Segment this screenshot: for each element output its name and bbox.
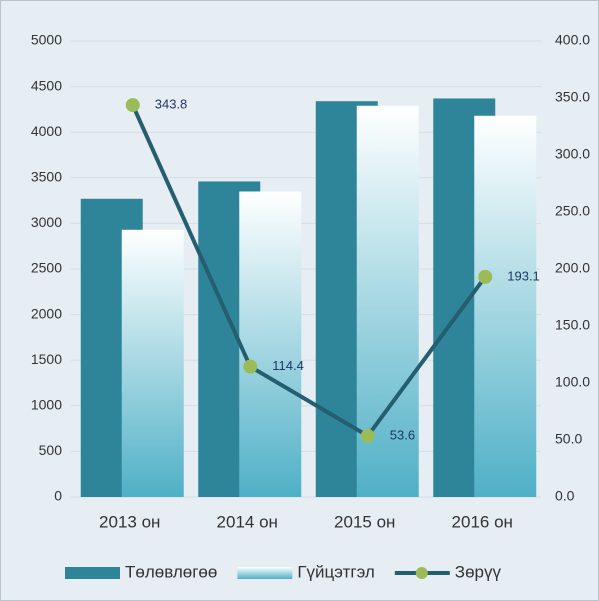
y-tick-label: 2000	[31, 305, 62, 321]
x-tick-label: 2014 он	[217, 512, 278, 531]
y-tick-label: 3500	[31, 169, 62, 185]
bar	[474, 115, 537, 497]
y2-tick-label: 100.0	[555, 374, 590, 390]
data-label: 53.6	[390, 427, 415, 442]
y-tick-label: 3000	[31, 214, 62, 230]
bar	[239, 191, 302, 498]
y2-tick-label: 200.0	[555, 260, 590, 276]
y-tick-label: 4500	[31, 77, 62, 93]
marker	[478, 269, 493, 284]
marker	[125, 98, 140, 113]
x-tick-label: 2015 он	[334, 512, 395, 531]
bar	[121, 229, 184, 497]
y2-tick-label: 300.0	[555, 146, 590, 162]
line	[130, 104, 487, 438]
x-tick-label: 2016 он	[452, 512, 513, 531]
data-label: 343.8	[155, 97, 188, 112]
marker	[360, 428, 375, 443]
y2-tick-label: 0.0	[555, 488, 575, 504]
legend-marker	[415, 567, 428, 579]
legend-swatch	[65, 567, 120, 579]
y-tick-label: 500	[39, 442, 63, 458]
data-label: 193.1	[507, 268, 540, 283]
y-tick-label: 5000	[31, 32, 62, 48]
y2-tick-label: 250.0	[555, 203, 590, 219]
marker	[243, 359, 258, 374]
legend-label: Зөрүү	[455, 562, 502, 581]
y-tick-label: 0	[54, 488, 62, 504]
y2-tick-label: 150.0	[555, 317, 590, 333]
legend-label: Төлөвлөгөө	[125, 562, 217, 581]
x-tick-label: 2013 он	[99, 512, 160, 531]
legend-swatch	[237, 567, 293, 579]
y-tick-label: 1500	[31, 351, 62, 367]
y2-tick-label: 350.0	[555, 89, 590, 105]
y-tick-label: 1000	[31, 397, 62, 413]
y2-tick-label: 50.0	[555, 431, 582, 447]
y2-tick-label: 400.0	[555, 32, 590, 48]
legend-label: Гүйцэтгэл	[297, 562, 374, 581]
y-tick-label: 2500	[31, 260, 62, 276]
data-label: 114.4	[272, 358, 304, 373]
y-tick-label: 4000	[31, 123, 62, 139]
